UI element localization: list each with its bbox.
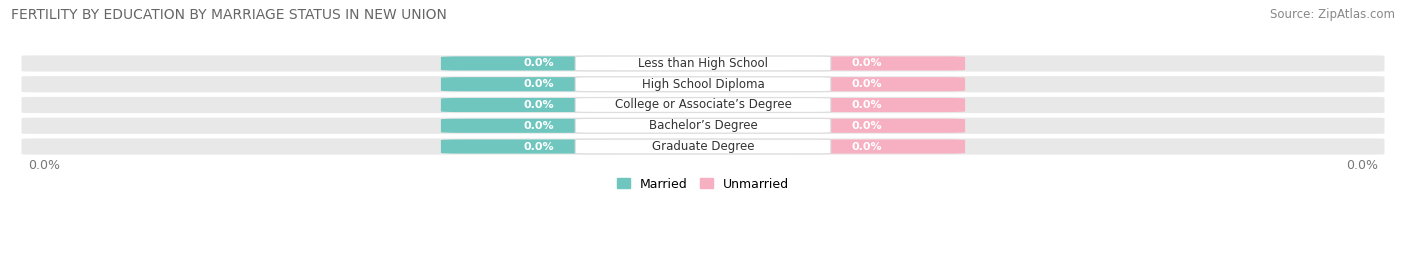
- Text: 0.0%: 0.0%: [524, 100, 554, 110]
- FancyBboxPatch shape: [441, 56, 617, 70]
- FancyBboxPatch shape: [575, 77, 831, 92]
- FancyBboxPatch shape: [789, 98, 965, 112]
- FancyBboxPatch shape: [21, 76, 1385, 92]
- Text: Source: ZipAtlas.com: Source: ZipAtlas.com: [1270, 8, 1395, 21]
- Text: FERTILITY BY EDUCATION BY MARRIAGE STATUS IN NEW UNION: FERTILITY BY EDUCATION BY MARRIAGE STATU…: [11, 8, 447, 22]
- Text: 0.0%: 0.0%: [524, 141, 554, 151]
- Text: 0.0%: 0.0%: [1346, 160, 1378, 172]
- FancyBboxPatch shape: [21, 55, 1385, 72]
- Text: High School Diploma: High School Diploma: [641, 78, 765, 91]
- FancyBboxPatch shape: [441, 139, 617, 154]
- FancyBboxPatch shape: [21, 139, 1385, 155]
- FancyBboxPatch shape: [789, 56, 965, 70]
- FancyBboxPatch shape: [575, 118, 831, 133]
- Text: 0.0%: 0.0%: [852, 100, 882, 110]
- Text: 0.0%: 0.0%: [524, 58, 554, 69]
- Text: 0.0%: 0.0%: [852, 58, 882, 69]
- FancyBboxPatch shape: [789, 77, 965, 91]
- FancyBboxPatch shape: [21, 118, 1385, 134]
- FancyBboxPatch shape: [575, 139, 831, 154]
- Text: 0.0%: 0.0%: [524, 121, 554, 131]
- Text: 0.0%: 0.0%: [28, 160, 60, 172]
- Text: Graduate Degree: Graduate Degree: [652, 140, 754, 153]
- FancyBboxPatch shape: [575, 56, 831, 71]
- FancyBboxPatch shape: [21, 97, 1385, 113]
- Text: 0.0%: 0.0%: [852, 121, 882, 131]
- FancyBboxPatch shape: [441, 77, 617, 91]
- Text: 0.0%: 0.0%: [524, 79, 554, 89]
- FancyBboxPatch shape: [789, 139, 965, 154]
- Text: Less than High School: Less than High School: [638, 57, 768, 70]
- FancyBboxPatch shape: [575, 98, 831, 112]
- Text: College or Associate’s Degree: College or Associate’s Degree: [614, 98, 792, 111]
- FancyBboxPatch shape: [441, 119, 617, 133]
- Text: 0.0%: 0.0%: [852, 79, 882, 89]
- Text: Bachelor’s Degree: Bachelor’s Degree: [648, 119, 758, 132]
- Text: 0.0%: 0.0%: [852, 141, 882, 151]
- FancyBboxPatch shape: [441, 98, 617, 112]
- Legend: Married, Unmarried: Married, Unmarried: [612, 173, 794, 196]
- FancyBboxPatch shape: [789, 119, 965, 133]
